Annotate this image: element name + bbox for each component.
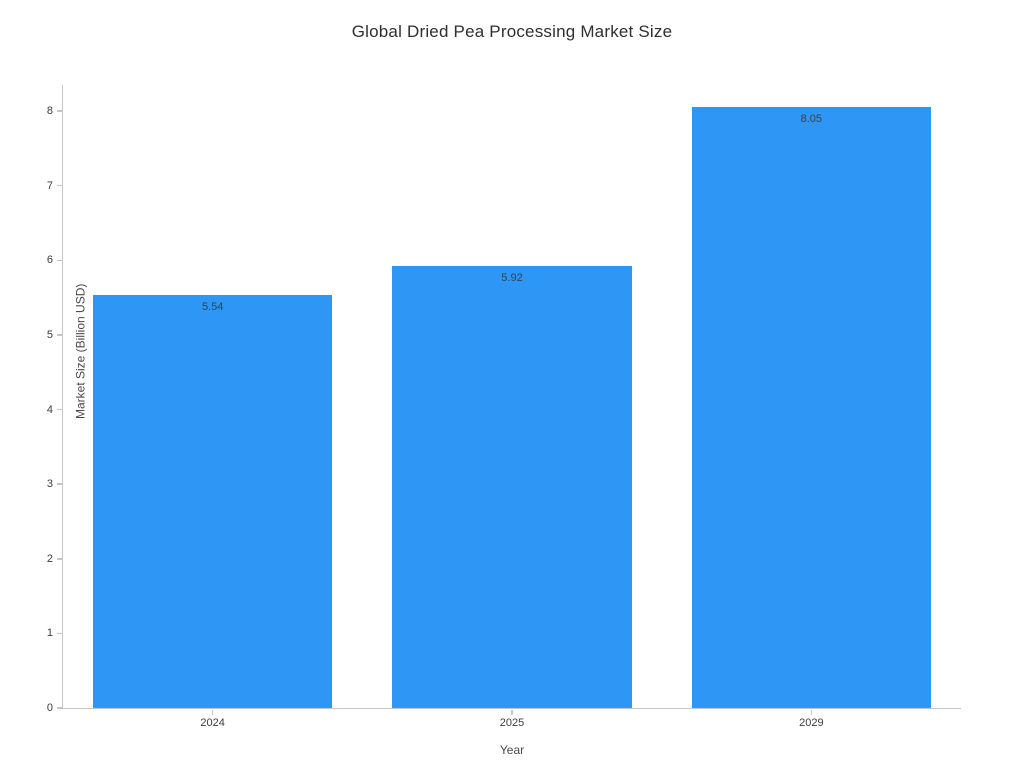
y-tick-mark (57, 632, 62, 635)
y-tick-mark (57, 707, 62, 709)
plot-area: 0 1 2 3 4 5 6 7 8 5.54 2024 5.92 2025 8.05 2029 (47, 85, 961, 729)
x-tick-label: 2025 (499, 717, 525, 729)
y-tick-mark (57, 110, 62, 112)
x-axis-label: Year (499, 743, 525, 757)
x-tick-mark (810, 710, 813, 715)
y-tick-mark (57, 408, 62, 411)
bar-value-label: 8.05 (800, 113, 823, 126)
y-tick-label: 4 (46, 403, 53, 416)
x-tick-mark (211, 710, 214, 715)
y-tick-label: 6 (46, 254, 53, 267)
y-tick-mark (57, 184, 62, 187)
y-tick-label: 7 (46, 179, 53, 192)
y-tick-mark (57, 334, 62, 336)
y-tick-mark (57, 558, 62, 560)
y-tick-mark (57, 483, 62, 485)
y-tick-label: 3 (46, 478, 53, 491)
bar-2024: 5.54 (92, 294, 333, 708)
x-tick-label: 2024 (200, 717, 225, 729)
bar-2029: 8.05 (691, 107, 932, 708)
bar-value-label: 5.92 (501, 272, 523, 285)
x-tick-label: 2029 (799, 717, 824, 729)
bar-2025: 5.92 (392, 266, 632, 708)
chart-title: Global Dried Pea Processing Market Size (351, 22, 673, 41)
y-tick-label: 5 (46, 328, 53, 341)
bar-value-label: 5.54 (201, 300, 224, 313)
y-tick-mark (57, 259, 62, 262)
y-tick-label: 2 (46, 552, 53, 565)
x-tick-mark (511, 710, 513, 715)
y-tick-label: 0 (46, 702, 53, 714)
y-tick-label: 8 (46, 105, 53, 118)
y-tick-label: 1 (46, 627, 53, 640)
